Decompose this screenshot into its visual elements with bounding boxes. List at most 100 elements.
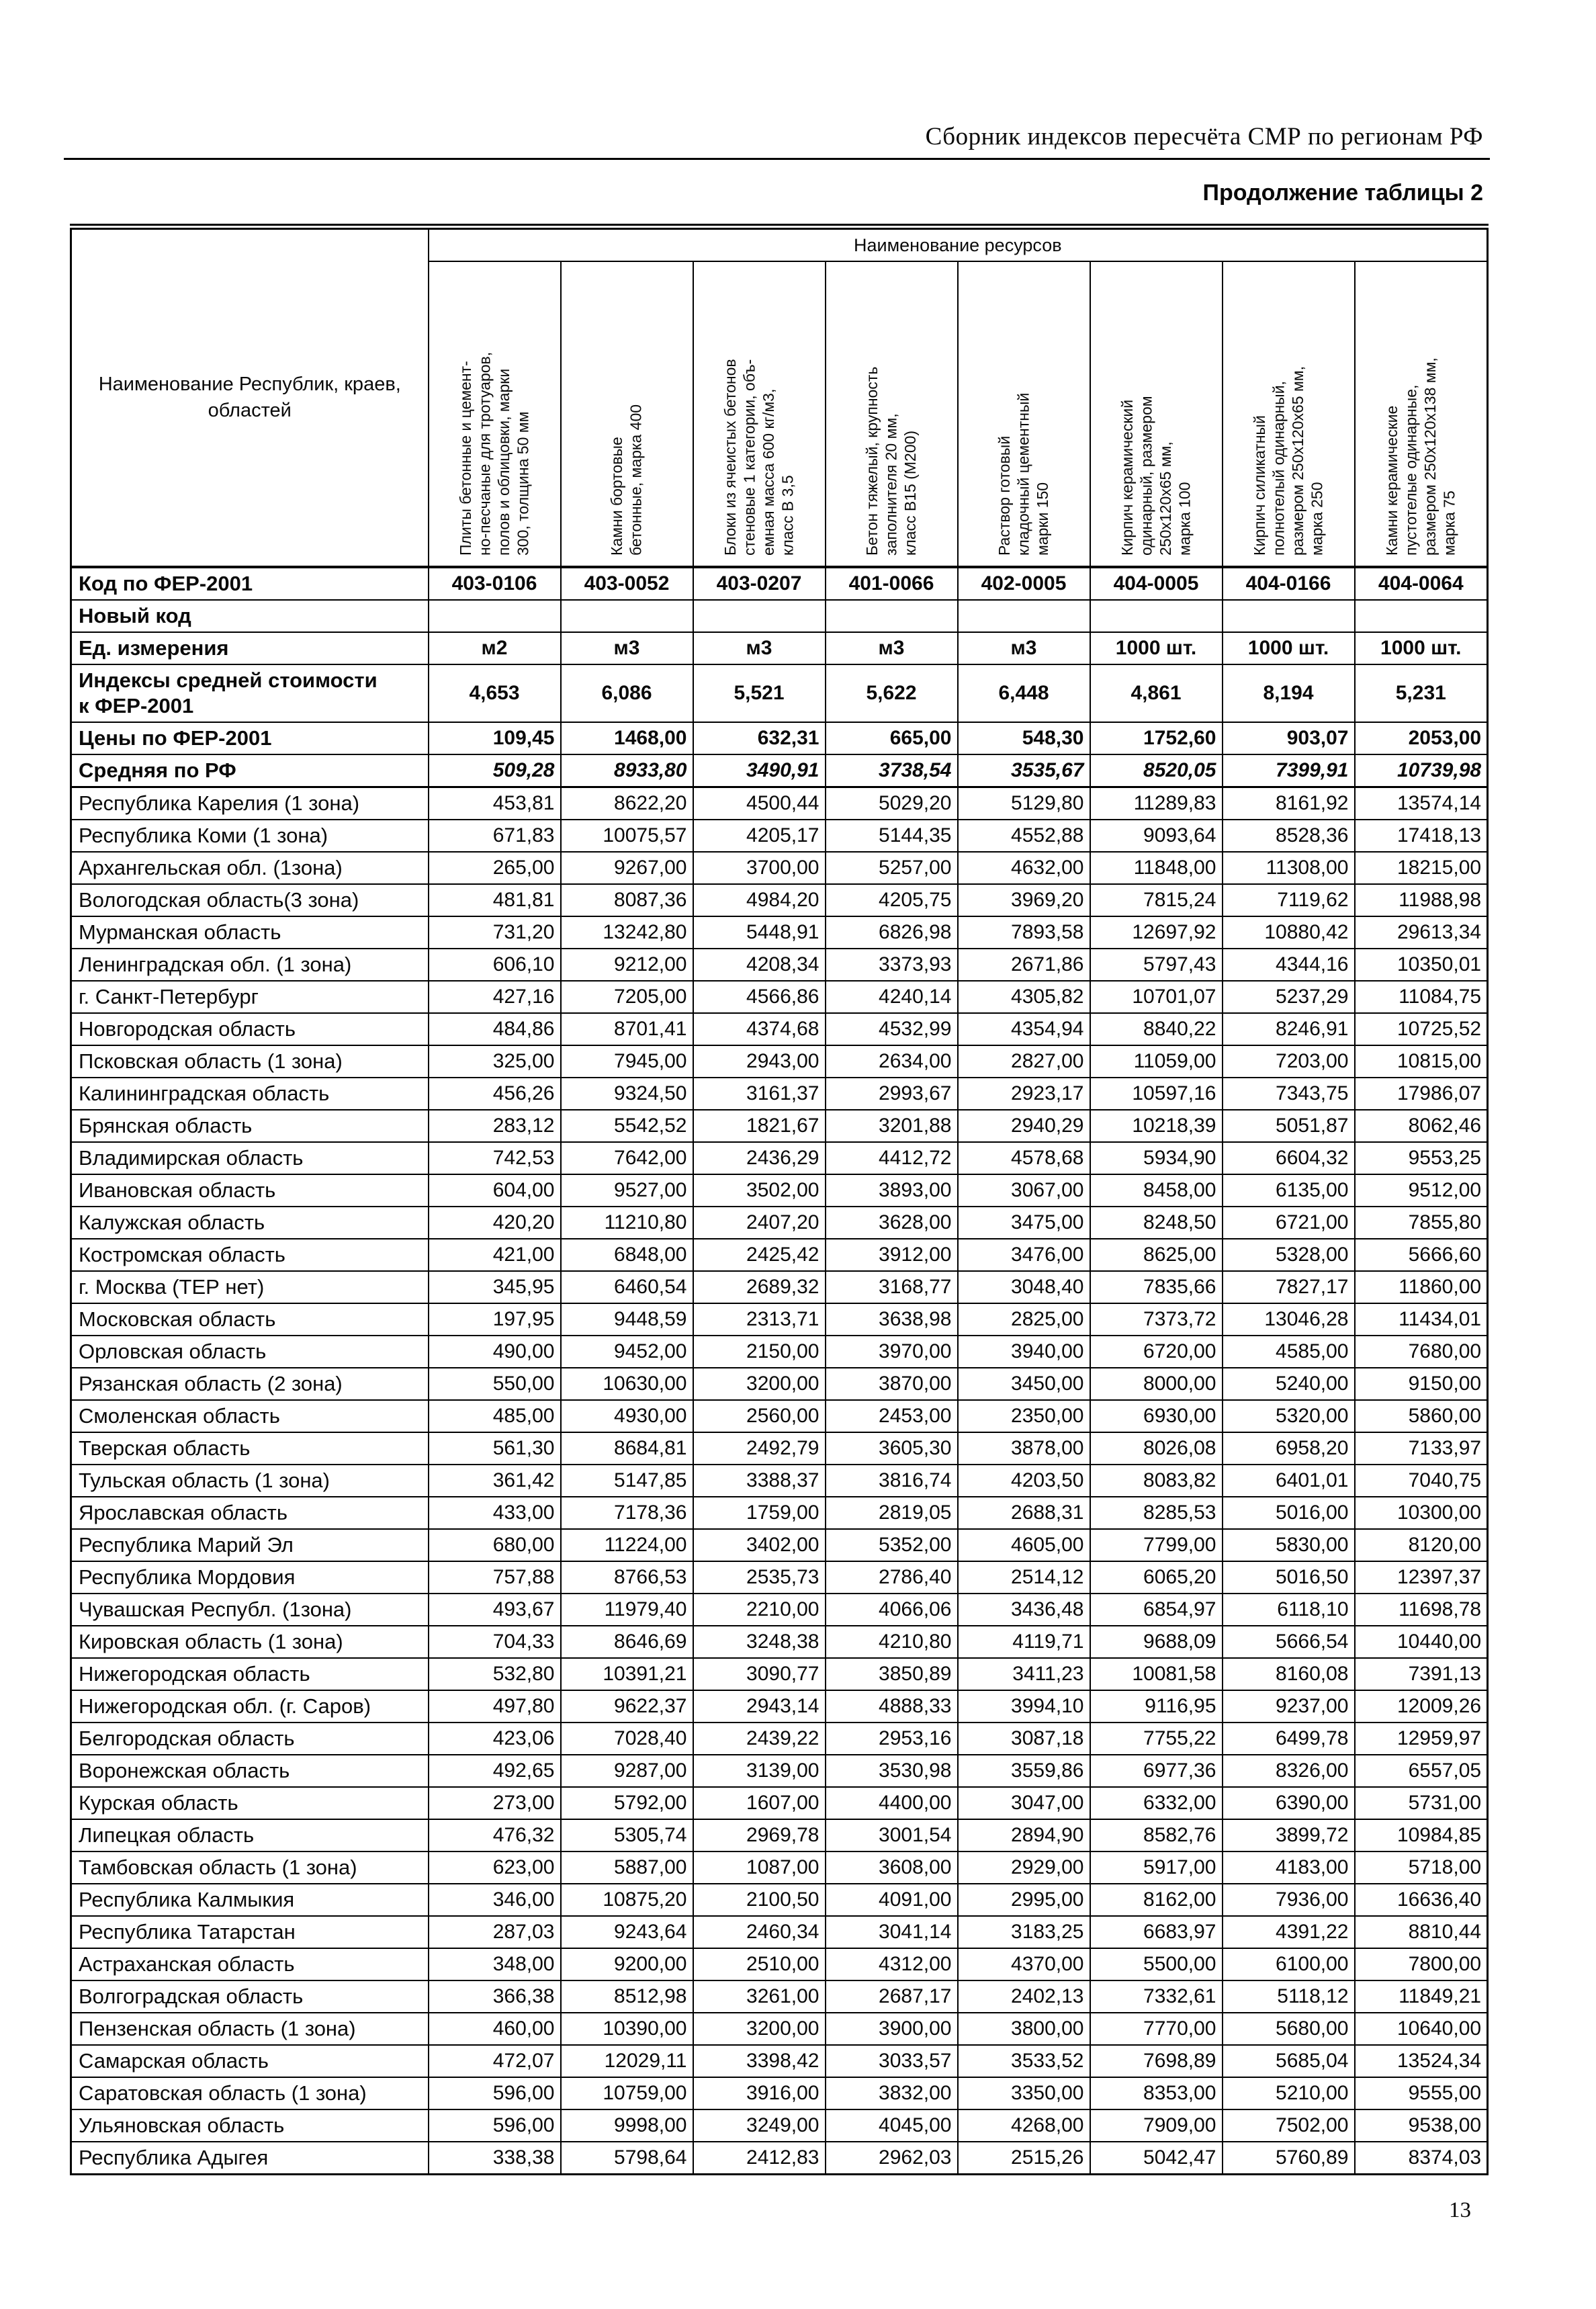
value-cell: 5666,54 bbox=[1221, 1625, 1356, 1659]
value-cell: 3249,00 bbox=[692, 2109, 826, 2142]
meta-row: Цены по ФЕР-2001 109,45 1468,00 632,31 665,0… bbox=[70, 722, 1489, 755]
value-cell: 4,861 bbox=[1089, 664, 1223, 723]
value-cell: 7399,91 bbox=[1221, 754, 1356, 788]
value-cell: 3605,30 bbox=[824, 1432, 959, 1465]
region-row: Белгородская область 423,06 7028,40 2439,22… bbox=[70, 1722, 1489, 1755]
value-cell: 10390,00 bbox=[560, 2012, 694, 2046]
value-cell: 7502,00 bbox=[1221, 2109, 1356, 2142]
value-cell: 9512,00 bbox=[1354, 1174, 1489, 1207]
region-row: Калужская область 420,20 11210,80 2407,20 36… bbox=[70, 1206, 1489, 1239]
region-name: Самарская область bbox=[70, 2044, 429, 2078]
value-cell: 8512,98 bbox=[560, 1980, 694, 2013]
region-row: Ярославская область 433,00 7178,36 1759,00 2… bbox=[70, 1496, 1489, 1530]
value-cell: 11224,00 bbox=[560, 1528, 694, 1562]
value-cell: 903,07 bbox=[1221, 722, 1356, 755]
value-cell: 2460,34 bbox=[692, 1915, 826, 1949]
value-cell: 11289,83 bbox=[1089, 786, 1223, 820]
value-cell: 472,07 bbox=[427, 2044, 562, 2078]
value-cell: 3090,77 bbox=[692, 1657, 826, 1691]
value-cell: 345,95 bbox=[427, 1270, 562, 1304]
value-cell: 4240,14 bbox=[824, 980, 959, 1014]
value-cell bbox=[1089, 599, 1223, 633]
value-cell: 8160,08 bbox=[1221, 1657, 1356, 1691]
region-name: Нижегородская область bbox=[70, 1657, 429, 1691]
value-cell: 11308,00 bbox=[1221, 851, 1356, 885]
value-cell: 4400,00 bbox=[824, 1786, 959, 1820]
value-cell: 3161,37 bbox=[692, 1077, 826, 1110]
value-cell: 8285,53 bbox=[1089, 1496, 1223, 1530]
value-cell: 3969,20 bbox=[957, 883, 1091, 917]
table-caption: Продолжение таблицы 2 bbox=[1202, 180, 1484, 206]
value-cell: 476,32 bbox=[427, 1819, 562, 1852]
value-cell: 7855,80 bbox=[1354, 1206, 1489, 1239]
value-cell: 6721,00 bbox=[1221, 1206, 1356, 1239]
value-cell: 2953,16 bbox=[824, 1722, 959, 1755]
value-cell: 3168,77 bbox=[824, 1270, 959, 1304]
value-cell: 7332,61 bbox=[1089, 1980, 1223, 2013]
resource-column-label: Бетон тяжелый, крупность заполнителя 20 … bbox=[863, 366, 920, 556]
value-cell: 5500,00 bbox=[1089, 1948, 1223, 1981]
value-cell: 348,00 bbox=[427, 1948, 562, 1981]
value-cell: 283,12 bbox=[427, 1109, 562, 1143]
region-row: Саратовская область (1 зона) 596,00 10759,… bbox=[70, 2077, 1489, 2110]
value-cell: 3850,89 bbox=[824, 1657, 959, 1691]
value-cell: 287,03 bbox=[427, 1915, 562, 1949]
value-cell: 11860,00 bbox=[1354, 1270, 1489, 1304]
value-cell: 9212,00 bbox=[560, 948, 694, 982]
value-cell: 2671,86 bbox=[957, 948, 1091, 982]
value-cell: 1752,60 bbox=[1089, 722, 1223, 755]
value-cell: 3048,40 bbox=[957, 1270, 1091, 1304]
value-cell: 420,20 bbox=[427, 1206, 562, 1239]
region-name: Кировская область (1 зона) bbox=[70, 1625, 429, 1659]
value-cell: 2894,90 bbox=[957, 1819, 1091, 1852]
cost-index-table: Наименование Республик, краев, областей … bbox=[70, 224, 1489, 2175]
value-cell: 5328,00 bbox=[1221, 1238, 1356, 1272]
value-cell: 3530,98 bbox=[824, 1754, 959, 1788]
value-cell: 5718,00 bbox=[1354, 1851, 1489, 1884]
value-cell: 9200,00 bbox=[560, 1948, 694, 1981]
region-row: Волгоградская область 366,38 8512,98 3261,0… bbox=[70, 1980, 1489, 2013]
region-name: Смоленская область bbox=[70, 1399, 429, 1433]
region-row: Республика Адыгея 338,38 5798,64 2412,83 296… bbox=[70, 2141, 1489, 2175]
value-cell: 9116,95 bbox=[1089, 1690, 1223, 1723]
region-name: Воронежская область bbox=[70, 1754, 429, 1788]
region-name: Астраханская область bbox=[70, 1948, 429, 1981]
region-row: Республика Татарстан 287,03 9243,64 2460,34… bbox=[70, 1915, 1489, 1949]
value-cell: 6390,00 bbox=[1221, 1786, 1356, 1820]
value-cell: 492,65 bbox=[427, 1754, 562, 1788]
value-cell: 9237,00 bbox=[1221, 1690, 1356, 1723]
region-name: Новгородская область bbox=[70, 1012, 429, 1046]
value-cell: 3738,54 bbox=[824, 754, 959, 788]
value-cell: 3261,00 bbox=[692, 1980, 826, 2013]
value-cell: 8120,00 bbox=[1354, 1528, 1489, 1562]
value-cell: 404-0005 bbox=[1089, 566, 1223, 601]
region-name: Республика Адыгея bbox=[70, 2141, 429, 2175]
value-cell: 10875,20 bbox=[560, 1883, 694, 1917]
value-cell: 11849,21 bbox=[1354, 1980, 1489, 2013]
value-cell: 1000 шт. bbox=[1221, 631, 1356, 665]
value-cell: 423,06 bbox=[427, 1722, 562, 1755]
region-name: Орловская область bbox=[70, 1335, 429, 1368]
row-label: Средняя по РФ bbox=[70, 754, 429, 788]
value-cell bbox=[957, 599, 1091, 633]
value-cell: 5797,43 bbox=[1089, 948, 1223, 982]
region-row: Нижегородская обл. (г. Саров) 497,80 9622,… bbox=[70, 1690, 1489, 1723]
region-row: Вологодская область(3 зона) 481,81 8087,36… bbox=[70, 883, 1489, 917]
value-cell: 2313,71 bbox=[692, 1303, 826, 1336]
value-cell: 3248,38 bbox=[692, 1625, 826, 1659]
value-cell: 532,80 bbox=[427, 1657, 562, 1691]
value-cell: 404-0166 bbox=[1221, 566, 1356, 601]
value-cell: 2995,00 bbox=[957, 1883, 1091, 1917]
value-cell: 6499,78 bbox=[1221, 1722, 1356, 1755]
value-cell: м3 bbox=[824, 631, 959, 665]
value-cell: 5798,64 bbox=[560, 2141, 694, 2175]
value-cell: 6,086 bbox=[560, 664, 694, 723]
value-cell: 6930,00 bbox=[1089, 1399, 1223, 1433]
value-cell: 3832,00 bbox=[824, 2077, 959, 2110]
value-cell: 8701,41 bbox=[560, 1012, 694, 1046]
value-cell: 4208,34 bbox=[692, 948, 826, 982]
region-name: Республика Карелия (1 зона) bbox=[70, 786, 429, 820]
value-cell: 7893,58 bbox=[957, 916, 1091, 949]
resource-column-label: Плиты бетонные и цемент- но-песчаные для… bbox=[456, 351, 532, 556]
value-cell: 6826,98 bbox=[824, 916, 959, 949]
